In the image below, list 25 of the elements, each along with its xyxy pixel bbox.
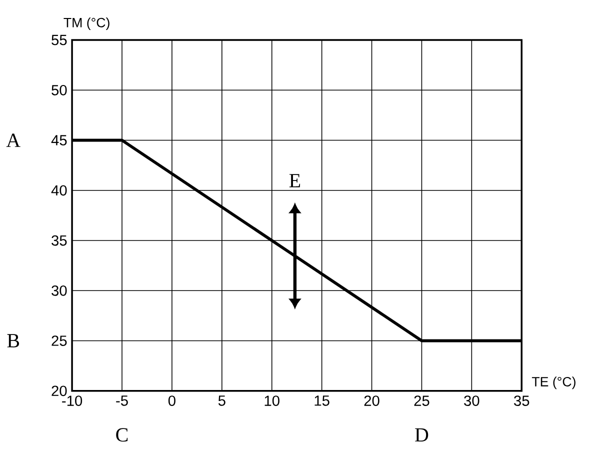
x-tick-label: -5 (116, 395, 128, 406)
y-tick-label: 40 (51, 185, 67, 196)
y-tick-label: 50 (52, 84, 67, 96)
annotation: E (289, 174, 300, 188)
y-tick-label: 30 (52, 285, 67, 296)
x-tick-label: 25 (414, 395, 430, 406)
text: A (6, 134, 20, 147)
y-axis-title: TM (°C) (64, 17, 110, 30)
text: D (415, 428, 428, 442)
x-tick-label: 15 (314, 395, 330, 406)
x-tick-label: -10 (62, 395, 82, 406)
x-tick-label: 35 (514, 395, 530, 406)
x-tick-label: 30 (464, 395, 480, 406)
y-tick-label: 45 (51, 135, 67, 146)
y-tick-label: 25 (52, 335, 67, 346)
text: C (116, 428, 128, 442)
x-tick-label: 5 (218, 395, 226, 406)
x-tick-label: 0 (168, 395, 176, 406)
y-tick-label: 55 (52, 34, 67, 46)
text: B (7, 334, 20, 348)
y-tick-label: 35 (52, 235, 67, 246)
x-tick-label: 10 (264, 395, 280, 406)
x-tick-label: 20 (364, 395, 380, 406)
y-tick-label: 20 (52, 386, 67, 396)
x-axis-title: TE (°C) (532, 376, 576, 389)
